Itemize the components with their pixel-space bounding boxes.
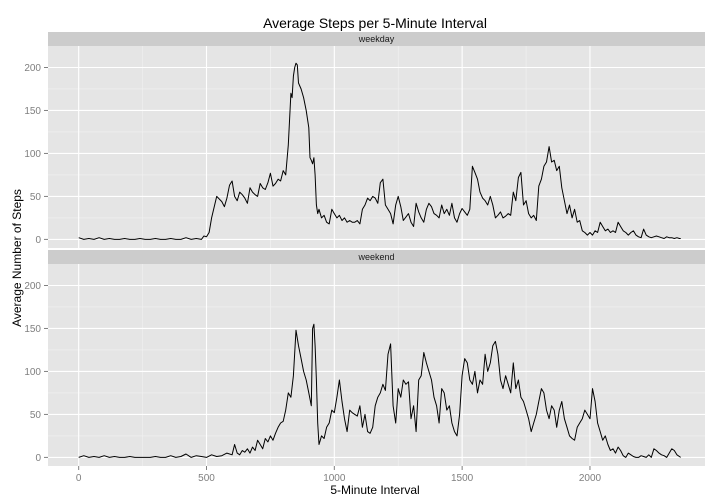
chart-title: Average Steps per 5-Minute Interval: [263, 15, 487, 31]
panel-weekend: weekend 0 50 100 150 200: [24, 250, 705, 466]
x-tick-label: 0: [76, 473, 82, 484]
x-tick-label: 500: [198, 473, 215, 484]
x-axis-title: 5-Minute Interval: [330, 483, 419, 497]
y-tick-label: 200: [24, 281, 41, 292]
y-tick-label: 0: [35, 235, 41, 246]
x-tick-label: 1500: [451, 473, 474, 484]
y-tick-label: 50: [30, 192, 42, 203]
x-tick-label: 1000: [323, 473, 346, 484]
x-tick-label: 2000: [579, 473, 602, 484]
series-line-weekday: [78, 62, 681, 240]
panels: weekday 0 50 100 150 200 weekend 0 50 100 150 200: [24, 32, 705, 466]
panel-weekday: weekday 0 50 100 150 200: [24, 32, 705, 248]
strip-label-weekend: weekend: [357, 252, 394, 262]
y-tick-label: 100: [24, 149, 41, 160]
y-tick-label: 0: [35, 453, 41, 464]
strip-weekday: [48, 32, 705, 46]
panel-background: [48, 46, 705, 248]
series-line-weekend: [78, 323, 681, 458]
y-tick-label: 200: [24, 63, 41, 74]
y-tick-label: 100: [24, 367, 41, 378]
panel-background: [48, 264, 705, 466]
strip-weekend: [48, 250, 705, 264]
y-tick-label: 50: [30, 410, 42, 421]
y-tick-label: 150: [24, 106, 41, 117]
y-axis-title: Average Number of Steps: [10, 189, 24, 327]
y-tick-label: 150: [24, 324, 41, 335]
x-axis: 0 500 1000 1500 2000: [76, 466, 602, 484]
strip-label-weekday: weekday: [358, 34, 395, 44]
